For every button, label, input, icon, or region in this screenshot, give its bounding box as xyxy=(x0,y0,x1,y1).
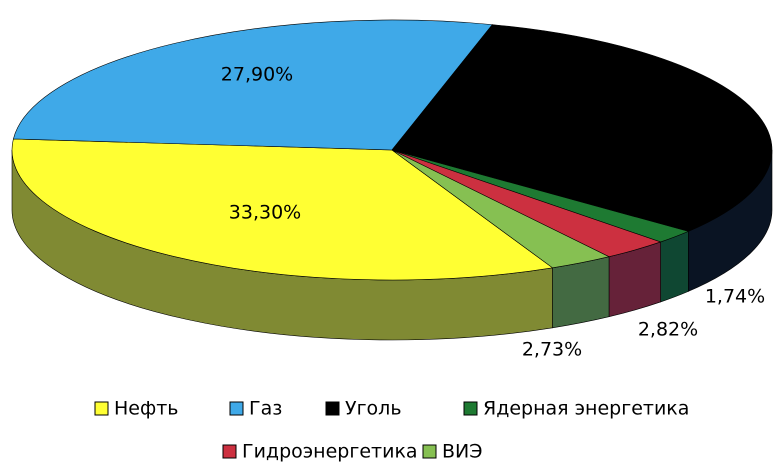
legend-swatch xyxy=(94,401,109,416)
legend-swatch xyxy=(222,444,237,459)
legend-swatch xyxy=(422,444,437,459)
legend-label: ВИЭ xyxy=(442,441,483,463)
pie-side xyxy=(552,256,610,329)
pie-slice xyxy=(391,149,610,269)
pie-side xyxy=(660,230,689,303)
legend-swatch xyxy=(325,401,340,416)
pie-slice xyxy=(11,138,554,281)
legend-label: Гидроэнергетика xyxy=(242,441,418,463)
pie-slice xyxy=(12,19,493,151)
data-label: 1,74% xyxy=(705,286,765,308)
legend-label: Уголь xyxy=(345,398,402,420)
data-label: 31,51% xyxy=(592,113,664,135)
data-label: 33,30% xyxy=(229,202,301,224)
legend-label: Нефть xyxy=(114,398,179,420)
data-label: 2,82% xyxy=(638,319,698,341)
legend-swatch xyxy=(463,401,478,416)
data-label: 2,73% xyxy=(522,339,582,361)
pie-slice xyxy=(391,24,773,232)
legend-swatch xyxy=(229,401,244,416)
legend-label: Ядерная энергетика xyxy=(483,398,689,420)
data-label: 27,90% xyxy=(221,64,293,86)
legend-label: Газ xyxy=(249,398,282,420)
